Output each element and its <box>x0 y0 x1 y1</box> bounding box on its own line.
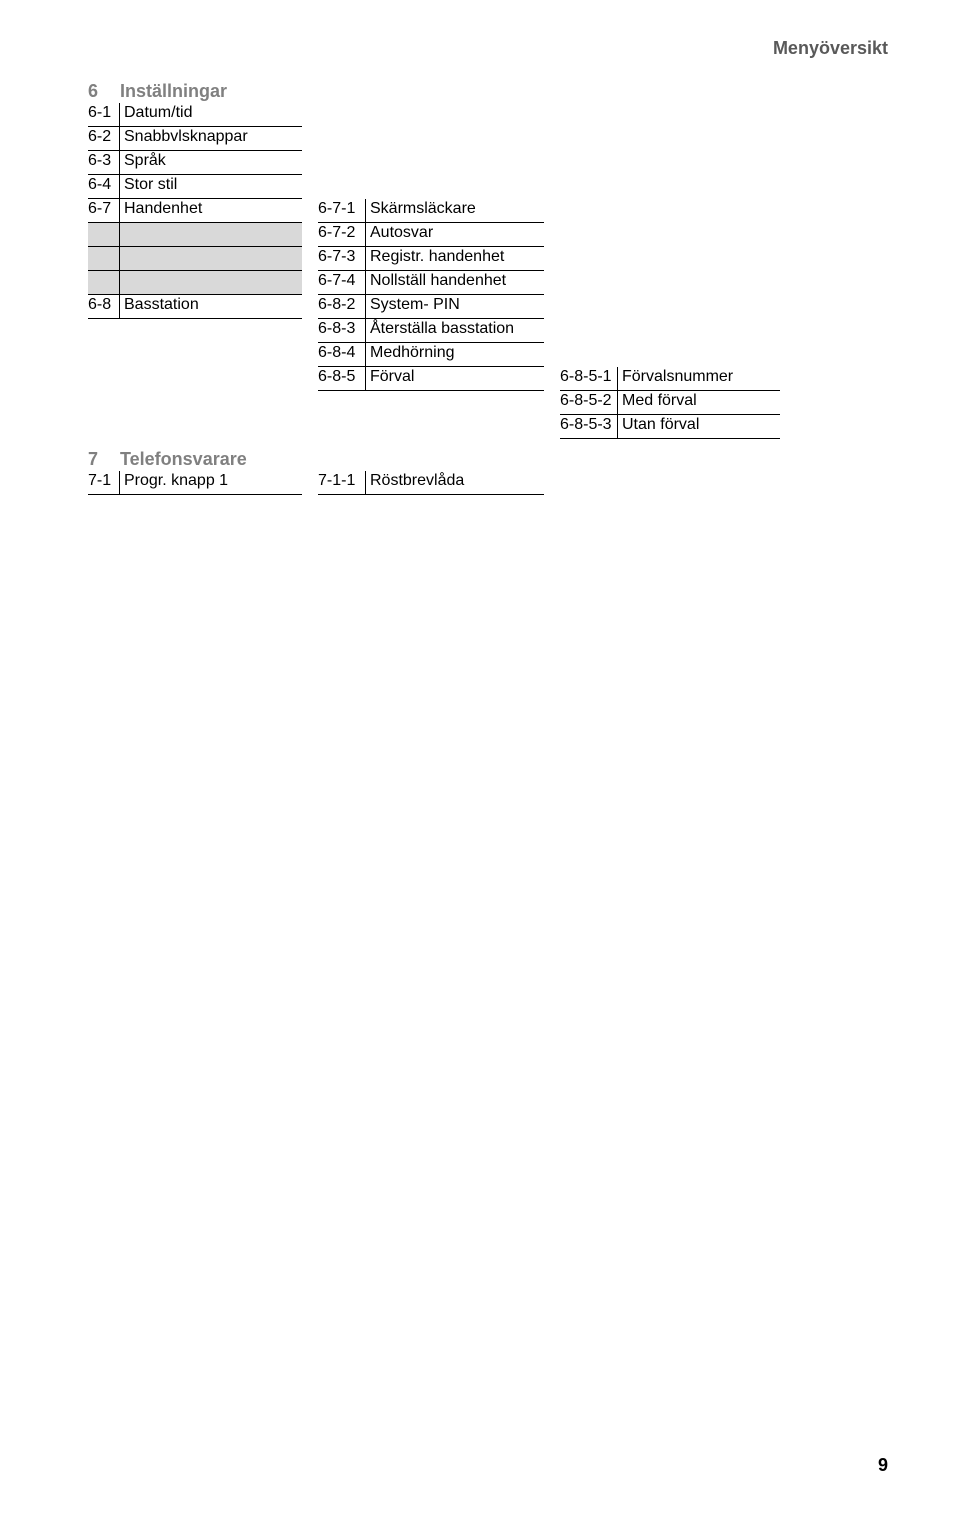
menu-code: 6-8-5-3 <box>560 415 618 439</box>
menu-label: Basstation <box>120 295 302 319</box>
menu-code: 6-8-5 <box>318 367 366 391</box>
menu-code <box>88 247 120 271</box>
menu-label: Snabbvlsknappar <box>120 127 302 151</box>
menu-code: 6-7-4 <box>318 271 366 295</box>
menu-code: 6-2 <box>88 127 120 151</box>
table-row: 6-8-5Förval 6-8-5-1Förvalsnummer <box>88 367 888 391</box>
table-row: 6-7-4Nollställ handenhet <box>88 271 888 295</box>
section-title: Inställningar <box>120 81 227 102</box>
menu-label <box>120 247 302 271</box>
table-row: 6-7-2Autosvar <box>88 223 888 247</box>
menu-label <box>120 223 302 247</box>
menu-label: Språk <box>120 151 302 175</box>
menu-label: Stor stil <box>120 175 302 199</box>
section-6-body: 6-1Datum/tid6-2Snabbvlsknappar6-3Språk6-… <box>88 103 888 439</box>
menu-code: 7-1 <box>88 471 120 495</box>
menu-code: 6-3 <box>88 151 120 175</box>
menu-label <box>120 271 302 295</box>
table-row: 6-8-3Återställa basstation <box>88 319 888 343</box>
menu-code: 6-1 <box>88 103 120 127</box>
menu-label: Med förval <box>618 391 780 415</box>
table-row: 6-2Snabbvlsknappar <box>88 127 888 151</box>
table-row: 6-8-5-3Utan förval <box>88 415 888 439</box>
section-number: 7 <box>88 449 120 470</box>
menu-code: 6-7-3 <box>318 247 366 271</box>
menu-code <box>88 271 120 295</box>
menu-label: Registr. handenhet <box>366 247 544 271</box>
menu-code: 6-8-2 <box>318 295 366 319</box>
menu-code: 6-8-5-1 <box>560 367 618 391</box>
table-row: 6-8Basstation 6-8-2System- PIN <box>88 295 888 319</box>
menu-code: 6-7 <box>88 199 120 223</box>
menu-label: Återställa basstation <box>366 319 544 343</box>
menu-label: Medhörning <box>366 343 544 367</box>
table-row: 6-4Stor stil <box>88 175 888 199</box>
menu-label: Datum/tid <box>120 103 302 127</box>
table-row: 6-7-3Registr. handenhet <box>88 247 888 271</box>
menu-label: Autosvar <box>366 223 544 247</box>
section-7-heading: 7 Telefonsvarare <box>88 449 888 470</box>
menu-code: 6-8-5-2 <box>560 391 618 415</box>
menu-label: Handenhet <box>120 199 302 223</box>
table-row: 6-7Handenhet 6-7-1Skärmsläckare <box>88 199 888 223</box>
menu-label: Utan förval <box>618 415 780 439</box>
menu-code: 6-8 <box>88 295 120 319</box>
menu-code: 6-8-3 <box>318 319 366 343</box>
menu-code: 6-4 <box>88 175 120 199</box>
table-row: 6-8-5-2Med förval <box>88 391 888 415</box>
menu-code <box>88 223 120 247</box>
menu-label: Progr. knapp 1 <box>120 471 302 495</box>
page-number: 9 <box>878 1455 888 1476</box>
menu-label: Nollställ handenhet <box>366 271 544 295</box>
menu-code: 7-1-1 <box>318 471 366 495</box>
table-row: 6-8-4Medhörning <box>88 343 888 367</box>
page-header: Menyöversikt <box>88 38 888 59</box>
section-7-body: 7-1Progr. knapp 1 7-1-1Röstbrevlåda <box>88 471 888 495</box>
menu-code: 6-8-4 <box>318 343 366 367</box>
table-row: 7-1Progr. knapp 1 7-1-1Röstbrevlåda <box>88 471 888 495</box>
menu-label: Skärmsläckare <box>366 199 544 223</box>
menu-label: Röstbrevlåda <box>366 471 544 495</box>
menu-label: System- PIN <box>366 295 544 319</box>
table-row: 6-1Datum/tid <box>88 103 888 127</box>
menu-code: 6-7-2 <box>318 223 366 247</box>
menu-label: Förval <box>366 367 544 391</box>
section-6-heading: 6 Inställningar <box>88 81 888 102</box>
section-title: Telefonsvarare <box>120 449 247 470</box>
section-number: 6 <box>88 81 120 102</box>
menu-label: Förvalsnummer <box>618 367 780 391</box>
table-row: 6-3Språk <box>88 151 888 175</box>
menu-code: 6-7-1 <box>318 199 366 223</box>
